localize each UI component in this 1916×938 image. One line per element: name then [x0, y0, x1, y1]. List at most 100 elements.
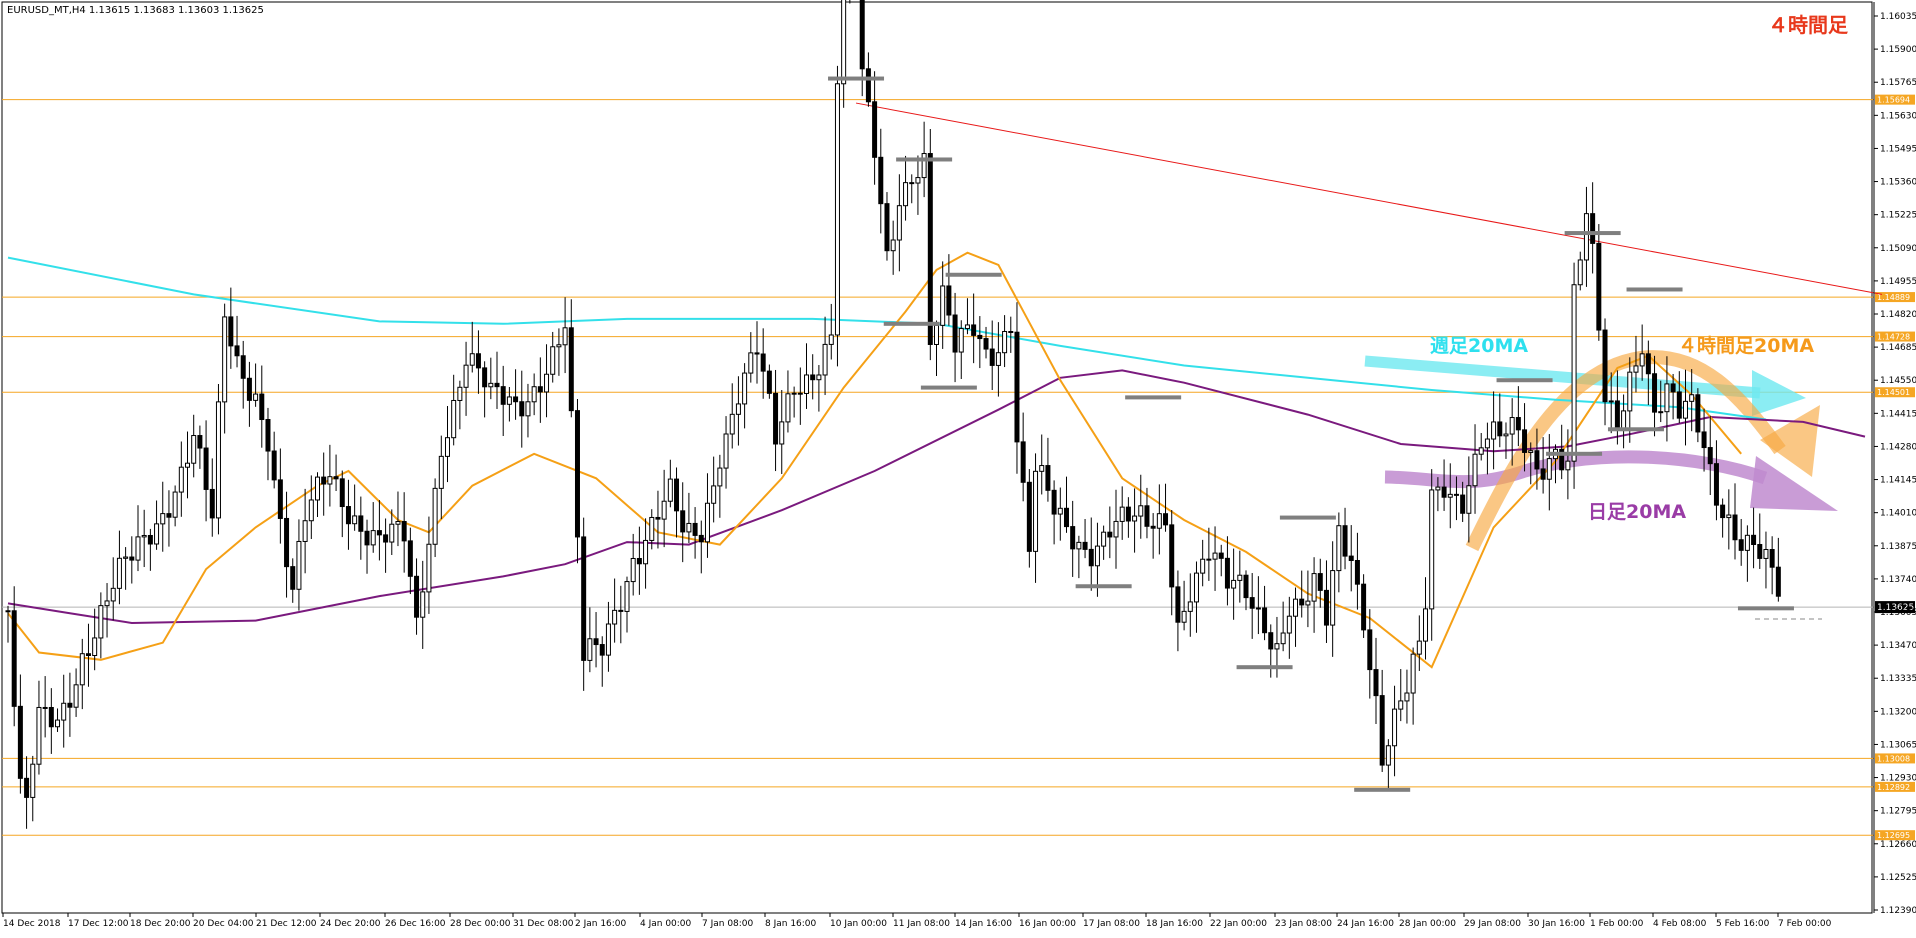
bear-candle [989, 348, 995, 366]
bear-candle [878, 156, 884, 205]
bear-candle [383, 534, 389, 543]
bear-candle [1614, 400, 1620, 430]
time-tick-label: 7 Jan 08:00 [702, 919, 754, 929]
bull-candle [1156, 513, 1162, 529]
bear-candle [797, 392, 803, 395]
price-tick-label: 1.14820 [1880, 310, 1916, 320]
bear-candle [1602, 329, 1608, 403]
time-tick-label: 1 Feb 00:00 [1590, 919, 1644, 929]
swing-mark [920, 385, 977, 390]
bull-candle [253, 393, 259, 401]
bear-candle [1249, 597, 1255, 609]
time-tick-label: 17 Jan 08:00 [1083, 919, 1140, 929]
bull-candle [1293, 598, 1299, 617]
bull-candle [1583, 213, 1589, 261]
bear-candle [1379, 695, 1385, 766]
bear-candle [1218, 552, 1224, 559]
bear-candle [865, 68, 871, 103]
bull-candle [215, 401, 221, 519]
bull-candle [506, 396, 512, 405]
bull-candle [995, 352, 1001, 366]
bear-candle [1757, 544, 1763, 559]
bull-candle [222, 316, 228, 403]
level-price-tag [1875, 331, 1915, 342]
bull-candle [1565, 460, 1571, 471]
bear-candle [581, 536, 587, 661]
bear-candle [773, 392, 779, 445]
bull-candle [1528, 450, 1534, 453]
level-price-label: 1.12892 [1877, 783, 1910, 792]
time-tick-label: 14 Jan 16:00 [955, 919, 1012, 929]
swing-mark [1496, 378, 1553, 383]
price-tick-label: 1.15090 [1880, 244, 1916, 254]
time-tick-label: 4 Jan 00:00 [640, 919, 692, 929]
time-tick-label: 28 Dec 00:00 [450, 919, 511, 929]
bear-candle [1045, 465, 1051, 491]
candles-layer [5, 0, 1781, 829]
bear-candle [1020, 441, 1026, 483]
level-price-label: 1.14728 [1877, 333, 1910, 342]
bull-candle [30, 763, 36, 798]
bear-candle [1051, 489, 1057, 515]
bull-candle [1305, 600, 1311, 606]
bull-candle [1484, 438, 1490, 449]
bear-candle [407, 540, 413, 577]
bear-candle [1775, 566, 1781, 597]
current-price-tag [1875, 601, 1915, 614]
bull-candle [1231, 579, 1237, 589]
level-price-tag [1875, 94, 1915, 105]
bull-candle [1398, 700, 1404, 710]
daily-ma-label: 日足20MA [1588, 501, 1686, 523]
bull-candle [191, 435, 197, 464]
swing-mark [1279, 515, 1336, 520]
bear-candle [1070, 526, 1076, 550]
bull-candle [1237, 574, 1243, 581]
h4-ma-arrow-shaft [1465, 350, 1786, 552]
bear-candle [240, 355, 246, 379]
price-tick-label: 1.15360 [1880, 178, 1916, 188]
bull-candle [1410, 653, 1416, 694]
bull-candle [686, 522, 692, 533]
price-tick-label: 1.15225 [1880, 211, 1916, 221]
time-tick-label: 22 Jan 00:00 [1210, 919, 1267, 929]
price-tick-label: 1.14550 [1880, 376, 1916, 386]
bull-candle [742, 372, 748, 405]
bear-candle [983, 338, 989, 350]
price-tick-label: 1.12390 [1880, 906, 1916, 916]
bull-candle [544, 373, 550, 393]
bull-candle [1094, 545, 1100, 567]
bull-candle [964, 324, 970, 330]
bear-candle [1751, 534, 1757, 546]
bear-candle [1175, 586, 1181, 623]
bear-candle [1348, 555, 1354, 562]
bear-candle [500, 386, 506, 405]
bull-candle [135, 536, 141, 561]
weekly-ma-arrow-head [1752, 370, 1806, 416]
bear-candle [265, 419, 271, 452]
bear-candle [599, 644, 605, 656]
bear-candle [345, 506, 351, 525]
bear-candle [537, 386, 543, 393]
bear-candle [1026, 481, 1032, 552]
bear-candle [1453, 493, 1459, 496]
bull-candle [1033, 470, 1039, 552]
bear-candle [1169, 524, 1175, 588]
bear-candle [1707, 447, 1713, 465]
resistance-trendline [855, 102, 1883, 295]
price-axis[interactable]: 1.16035 1.15900 1.15765 1.15630 1.15495 1.153… [1873, 2, 1916, 916]
bull-candle [178, 466, 184, 493]
bear-candle [674, 478, 680, 512]
swing-mark [1737, 606, 1794, 611]
bull-candle [1627, 371, 1633, 412]
bull-candle [36, 706, 42, 765]
time-tick-label: 23 Jan 08:00 [1275, 919, 1332, 929]
bear-candle [494, 382, 500, 388]
bear-candle [859, 0, 865, 70]
time-axis[interactable]: 14 Dec 2018 17 Dec 12:00 18 Dec 20:00 20 De… [2, 913, 1832, 929]
price-tick-label: 1.13065 [1880, 740, 1916, 750]
bull-candle [92, 637, 98, 657]
time-tick-label: 11 Jan 08:00 [893, 919, 950, 929]
bull-candle [469, 353, 475, 366]
